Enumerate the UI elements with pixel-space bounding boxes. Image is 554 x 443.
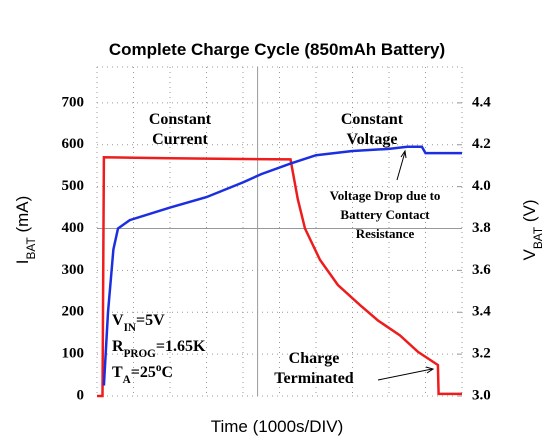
annotation: Battery Contact	[340, 207, 430, 222]
y2-tick-label: 3.2	[472, 346, 491, 362]
annotation: TA=25oC	[112, 362, 173, 386]
text-part: A	[123, 374, 131, 386]
y2-tick-label: 3.6	[472, 262, 491, 278]
y2-axis-label: VBAT (V)	[520, 200, 545, 261]
text-part: Voltage Drop due to	[330, 188, 441, 203]
text-part: Voltage	[347, 131, 398, 148]
y2-tick-label: 3.4	[472, 304, 491, 320]
text-part: V	[112, 312, 124, 329]
series-line	[102, 145, 462, 386]
y-tick-label: 700	[62, 94, 85, 110]
text-part: Resistance	[356, 226, 415, 241]
annotation: RPROG=1.65K	[112, 338, 206, 360]
text-part: (V)	[520, 200, 539, 227]
text-part: Current	[152, 131, 208, 148]
y2-tick-label: 3.0	[472, 387, 491, 403]
text-part: =5V	[136, 312, 165, 329]
y2-tick-label: 4.4	[472, 94, 491, 110]
text-part: =1.65K	[156, 338, 206, 355]
text-part: I	[13, 260, 32, 265]
text-part: Constant	[341, 111, 404, 128]
annotation: Resistance	[356, 226, 415, 241]
text-part: Battery Contact	[340, 207, 430, 222]
text-part: BAT	[531, 227, 545, 249]
y-tick-label: 600	[62, 136, 85, 152]
text-part: Charge	[289, 350, 340, 367]
y-tick-label: 100	[62, 346, 85, 362]
text-part: Constant	[149, 111, 212, 128]
y-tick-label: 300	[62, 262, 85, 278]
text-part: C	[161, 364, 173, 381]
series-line	[97, 156, 462, 398]
y-tick-label: 0	[77, 387, 85, 403]
annotation: Voltage	[347, 131, 398, 148]
annotation: VIN=5V	[112, 312, 165, 334]
annotation: Current	[152, 131, 208, 148]
y2-tick-label: 4.0	[472, 178, 491, 194]
text-part: (mA)	[13, 196, 32, 238]
chart-title: Complete Charge Cycle (850mAh Battery)	[109, 40, 445, 59]
y2-tick-label: 4.2	[472, 136, 491, 152]
text-part: Terminated	[274, 370, 354, 387]
text-part: o	[156, 362, 162, 374]
text-part: =25	[131, 364, 156, 381]
y-axis-label: IBAT (mA)	[13, 196, 38, 265]
y-tick-label: 400	[62, 220, 85, 236]
x-axis-label: Time (1000s/DIV)	[211, 417, 344, 436]
y-tick-label: 500	[62, 178, 85, 194]
text-part: BAT	[24, 237, 38, 259]
annotation: Constant	[341, 111, 404, 128]
annotation: Voltage Drop due to	[330, 188, 441, 203]
arrows	[377, 149, 435, 381]
text-part: T	[112, 364, 123, 381]
annotation: Terminated	[274, 370, 354, 387]
text-part: IN	[124, 322, 136, 334]
y-tick-label: 200	[62, 304, 85, 320]
text-part: PROG	[124, 348, 157, 360]
text-part: R	[112, 338, 124, 355]
annotation: Charge	[289, 350, 340, 367]
annotation: Constant	[149, 111, 212, 128]
y2-tick-label: 3.8	[472, 220, 491, 236]
text-part: V	[520, 248, 539, 260]
